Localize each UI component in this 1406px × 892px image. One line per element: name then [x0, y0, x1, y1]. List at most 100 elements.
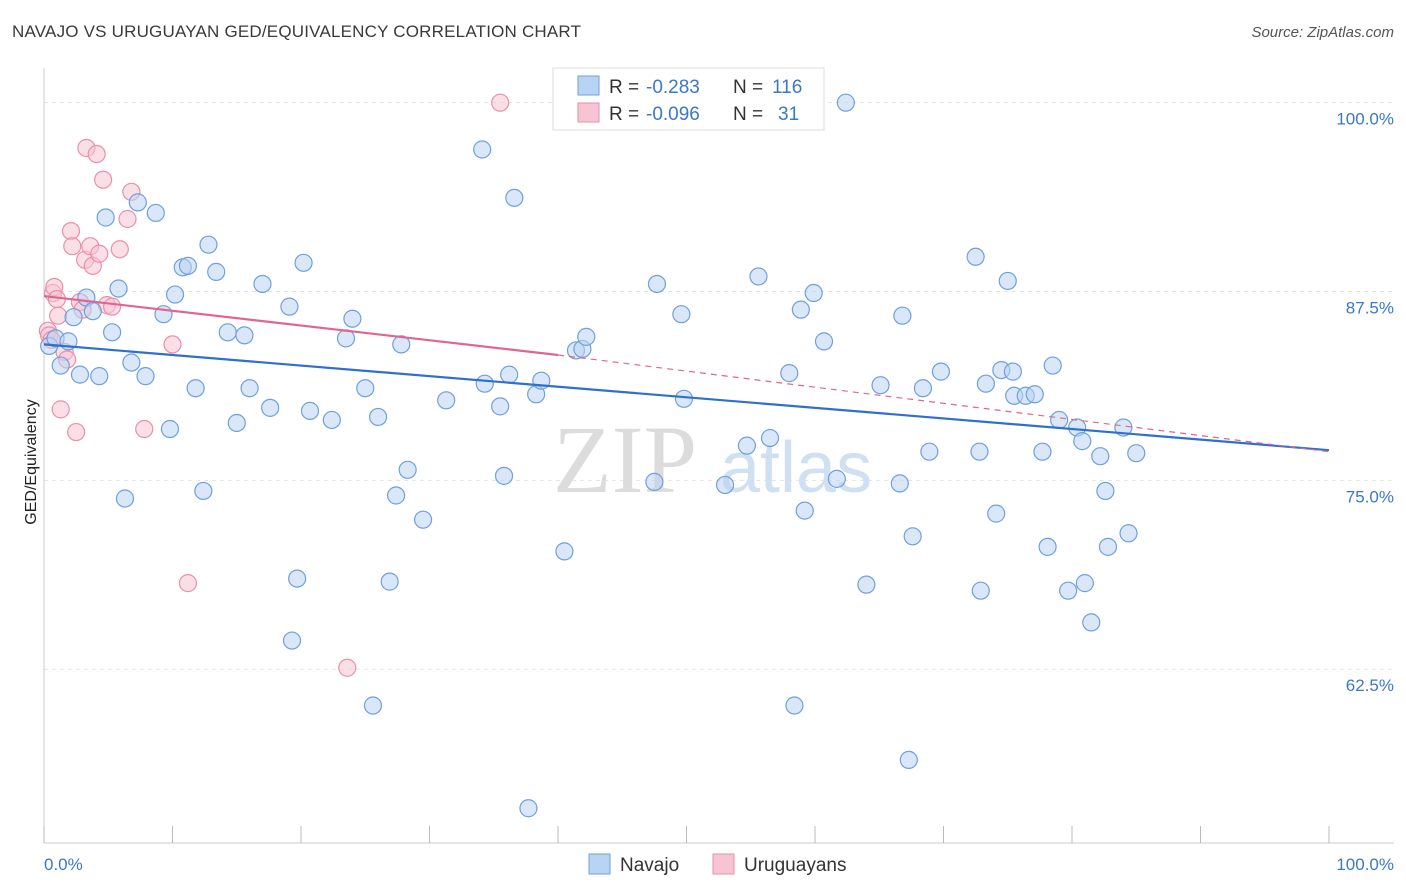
legend-r-label-navajo: R = [609, 77, 639, 98]
navajo-point [186, 379, 205, 398]
y-axis-label: GED/Equivalency [23, 399, 40, 524]
navajo-point [261, 398, 280, 417]
navajo-point [1003, 362, 1022, 381]
navajo-point [555, 542, 574, 561]
navajo-point [369, 407, 388, 427]
navajo-point [146, 203, 165, 223]
navajo-point [322, 410, 341, 430]
navajo-point [804, 283, 823, 303]
legend-n-label-navajo: N = [733, 77, 763, 98]
navajo-point [1119, 524, 1138, 543]
navajo-point [51, 356, 70, 375]
navajo-point [857, 575, 876, 594]
x-tick-label-min: 0.0% [44, 855, 83, 874]
uruguayans-point [49, 306, 68, 325]
navajo-point [645, 472, 664, 491]
uruguayans-point [178, 574, 198, 593]
uruguayans-point [103, 297, 122, 316]
uruguayans-point [61, 221, 81, 241]
navajo-point [1091, 447, 1110, 466]
navajo-point [519, 799, 538, 818]
chart-title: NAVAJO VS URUGUAYAN GED/EQUIVALENCY CORR… [12, 22, 582, 41]
navajo-point [122, 353, 141, 372]
navajo-point [475, 374, 494, 393]
legend-swatch-navajo [577, 75, 600, 96]
legend-n-value-navajo: 116 [772, 77, 802, 98]
y-tick-label: 75.0% [1346, 487, 1394, 506]
uruguayans-point [135, 419, 154, 439]
uruguayans-trend-line [43, 294, 559, 357]
navajo-point [976, 374, 996, 393]
navajo-point [300, 401, 320, 420]
navajo-point [505, 188, 524, 207]
navajo-point [899, 750, 918, 770]
navajo-point [893, 306, 912, 325]
navajo-point [240, 379, 259, 398]
navajo-point [998, 271, 1017, 291]
navajo-point [1127, 444, 1146, 463]
bottom-legend-swatch-navajo [588, 853, 611, 875]
navajo-point [970, 442, 989, 461]
y-tick-label: 100.0% [1336, 110, 1394, 129]
navajo-point [780, 364, 799, 383]
navajo-point [760, 428, 780, 448]
bottom-legend-swatch-uruguayans [712, 853, 735, 875]
navajo-point [1043, 356, 1062, 375]
navajo-point [785, 696, 804, 715]
legend-n-label-uruguayans: N = [733, 104, 763, 125]
legend-n-value-uruguayans: 31 [778, 104, 799, 125]
navajo-trend-line [43, 343, 1330, 452]
navajo-point [737, 436, 756, 455]
navajo-point [64, 308, 83, 327]
navajo-point [70, 365, 90, 384]
uruguayans-points [38, 93, 510, 677]
navajo-point [814, 332, 834, 351]
navajo-point [1098, 537, 1118, 556]
navajo-point [356, 379, 375, 398]
watermark: ZIP atlas [553, 406, 872, 513]
navajo-point [136, 367, 155, 386]
navajo-point [890, 474, 909, 493]
uruguayans-point [63, 237, 82, 256]
navajo-point [871, 376, 890, 395]
navajo-point [115, 489, 135, 508]
navajo-point [795, 501, 814, 520]
navajo-point [500, 365, 519, 384]
navajo-point [903, 527, 922, 546]
uruguayans-point [163, 335, 182, 354]
uruguayans-point [87, 144, 106, 164]
navajo-point [1059, 581, 1078, 600]
uruguayans-point [110, 240, 129, 259]
y-tick-label: 62.5% [1346, 676, 1394, 695]
navajo-point [715, 475, 735, 495]
navajo-point [674, 389, 694, 408]
navajo-point [103, 323, 122, 342]
navajo-point [1038, 537, 1057, 556]
navajo-point [791, 300, 810, 319]
bottom-legend-label-navajo: Navajo [620, 855, 679, 876]
navajo-point [473, 140, 492, 159]
navajo-point [913, 379, 933, 398]
navajo-point [1096, 481, 1115, 501]
watermark-zip: ZIP [553, 406, 697, 513]
navajo-point [178, 256, 198, 275]
navajo-point [437, 391, 456, 410]
uruguayans-point [67, 422, 86, 442]
navajo-point [343, 309, 362, 328]
navajo-point [836, 93, 855, 112]
navajo-point [253, 274, 272, 294]
navajo-point [235, 326, 254, 345]
uruguayans-trend-extension [557, 354, 1330, 453]
navajo-point [363, 696, 383, 715]
navajo-point [1073, 432, 1092, 451]
navajo-point [749, 267, 768, 286]
x-tick-label-max: 100.0% [1336, 855, 1394, 874]
navajo-point [199, 235, 218, 254]
navajo-point [413, 510, 433, 529]
navajo-point [672, 305, 691, 324]
navajo-point [194, 481, 213, 501]
navajo-point [282, 631, 302, 650]
navajo-point [280, 297, 299, 316]
uruguayans-point [491, 93, 510, 112]
uruguayans-point [118, 209, 137, 229]
